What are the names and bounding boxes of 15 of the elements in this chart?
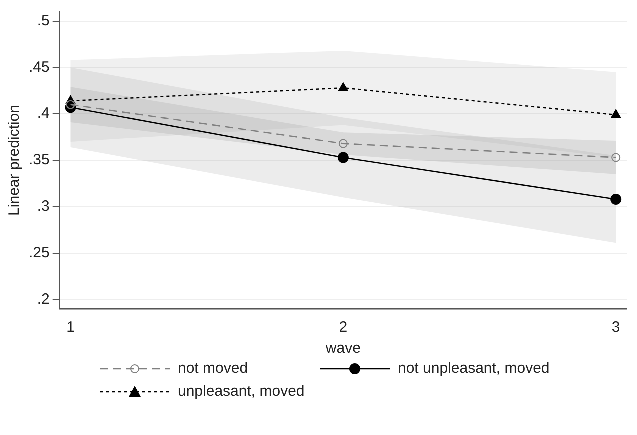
y-tick-label: .3 xyxy=(37,198,50,216)
y-tick-label: .25 xyxy=(28,244,50,262)
x-tick-label: 1 xyxy=(66,319,75,336)
legend-label: not unpleasant, moved xyxy=(398,360,550,377)
x-axis-title: wave xyxy=(324,340,361,358)
y-tick-label: .45 xyxy=(28,58,50,76)
x-tick-label: 2 xyxy=(339,319,348,336)
y-tick-label: .2 xyxy=(37,290,50,308)
y-axis-title: Linear prediction xyxy=(6,105,24,216)
y-tick-label: .5 xyxy=(37,12,50,30)
legend-label: not moved xyxy=(178,360,248,377)
x-tick-label: 3 xyxy=(612,319,620,336)
legend-label: unpleasant, moved xyxy=(178,383,305,400)
y-tick-label: .4 xyxy=(37,105,50,122)
y-tick-label: .35 xyxy=(28,152,50,169)
